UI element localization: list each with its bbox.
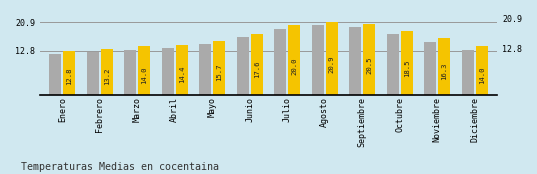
Bar <box>312 26 324 95</box>
Bar <box>237 37 249 95</box>
Bar <box>49 54 61 95</box>
Bar <box>363 24 375 95</box>
Text: 16.3: 16.3 <box>441 63 447 80</box>
Text: 15.7: 15.7 <box>216 64 222 81</box>
Bar <box>462 50 474 95</box>
Text: 14.0: 14.0 <box>478 66 484 84</box>
Bar <box>325 22 338 95</box>
Text: 20.0: 20.0 <box>291 57 297 75</box>
Bar <box>162 48 174 95</box>
Bar <box>387 34 399 95</box>
Text: 14.0: 14.0 <box>141 66 147 84</box>
Bar <box>213 41 225 95</box>
Text: 20.9: 20.9 <box>329 56 335 73</box>
Bar <box>274 29 286 95</box>
Bar <box>63 51 75 95</box>
Text: 12.8: 12.8 <box>66 68 72 85</box>
Bar <box>87 52 99 95</box>
Bar <box>424 42 436 95</box>
Text: 18.5: 18.5 <box>404 60 410 77</box>
Text: 13.2: 13.2 <box>104 67 110 85</box>
Bar <box>101 49 113 95</box>
Bar <box>476 46 488 95</box>
Text: Temperaturas Medias en cocentaina: Temperaturas Medias en cocentaina <box>21 162 220 172</box>
Bar <box>438 38 450 95</box>
Bar <box>251 34 263 95</box>
Text: 14.4: 14.4 <box>179 66 185 83</box>
Bar <box>401 31 412 95</box>
Text: 20.5: 20.5 <box>366 57 372 74</box>
Bar <box>125 50 136 95</box>
Bar <box>349 27 361 95</box>
Bar <box>176 45 188 95</box>
Bar <box>288 26 300 95</box>
Bar <box>138 46 150 95</box>
Text: 17.6: 17.6 <box>253 61 260 78</box>
Bar <box>199 44 212 95</box>
